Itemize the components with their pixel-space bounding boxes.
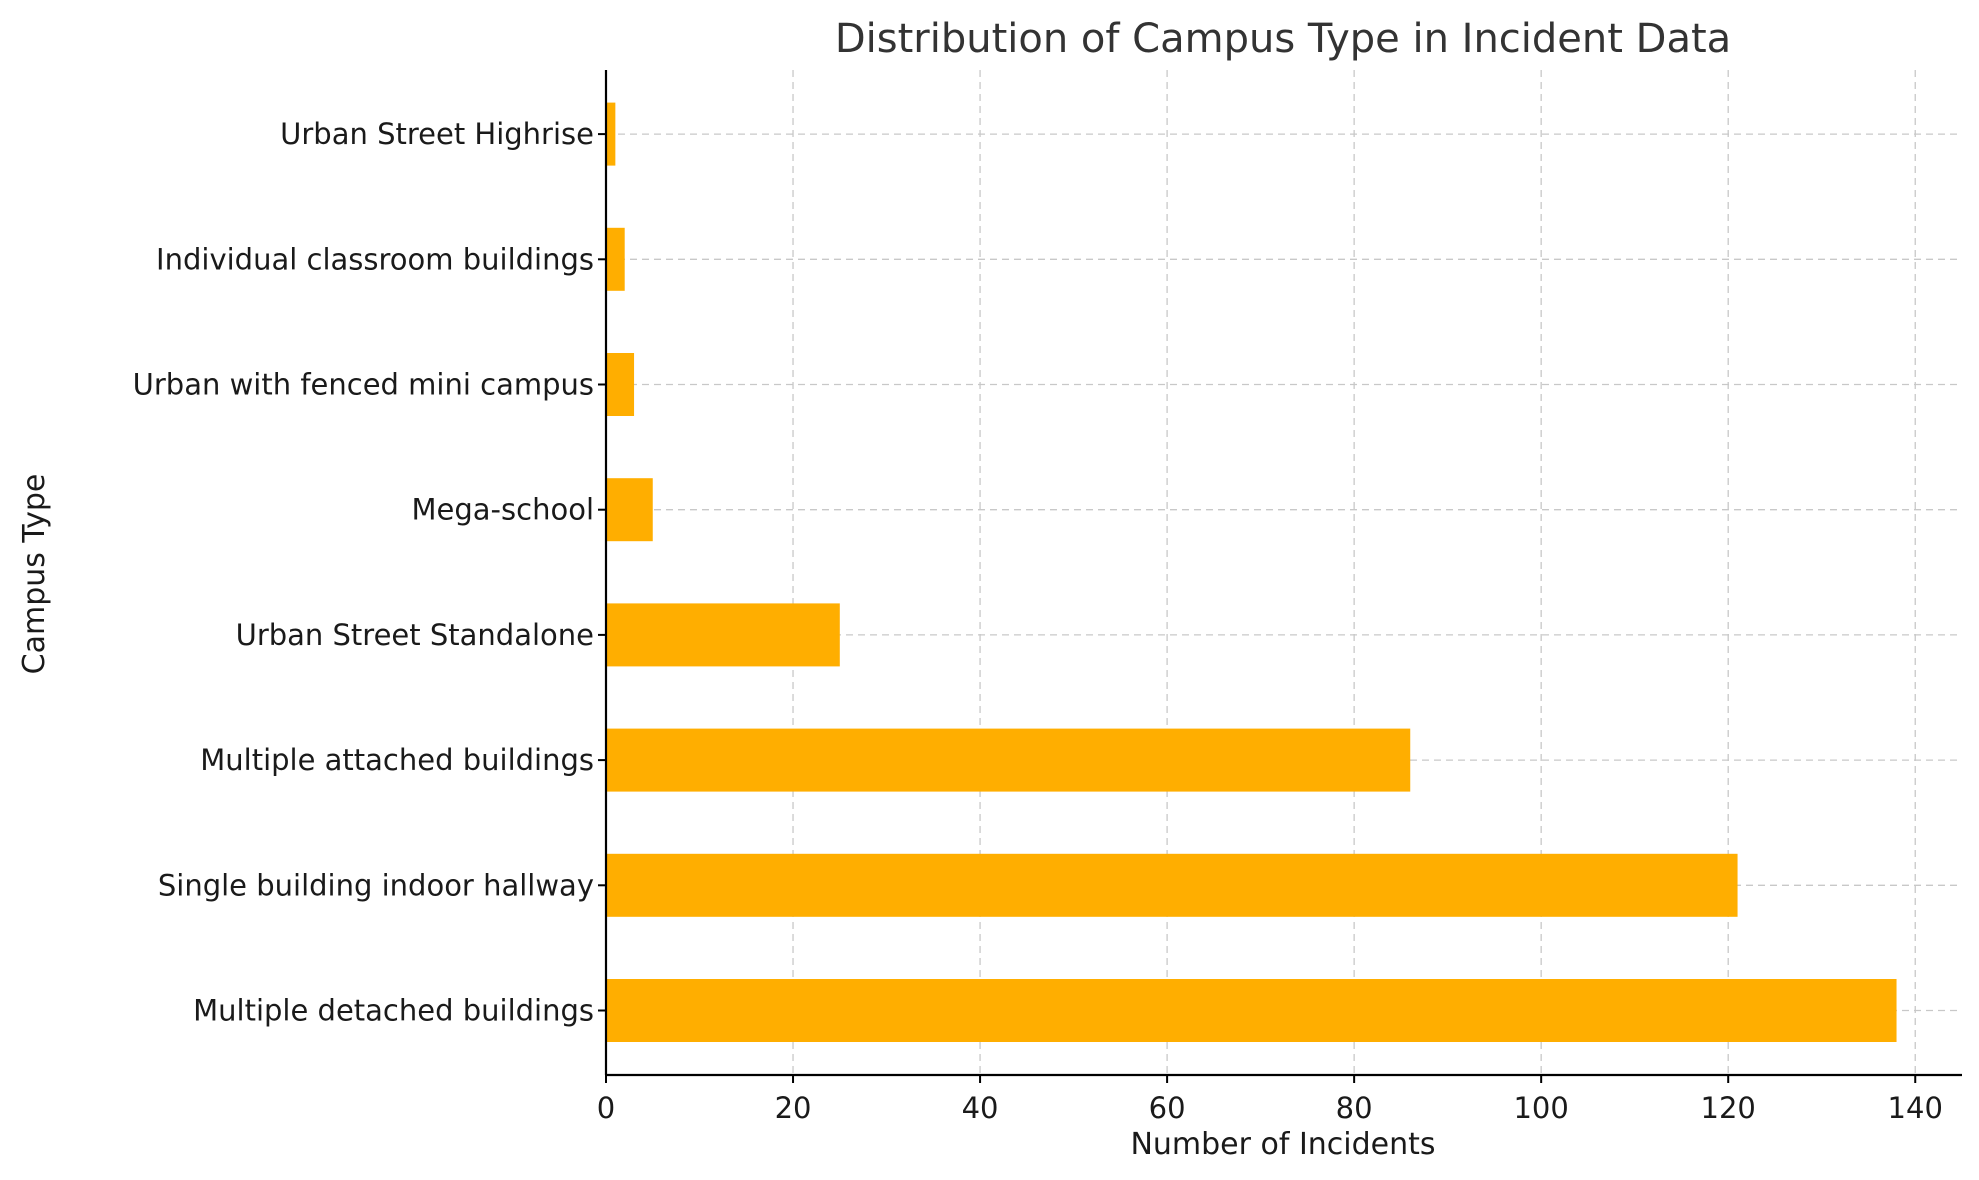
- x-tick-label: 140: [1888, 1091, 1943, 1125]
- y-tick-label: Urban Street Highrise: [280, 117, 594, 151]
- bar: [606, 728, 1411, 792]
- bar: [606, 353, 635, 416]
- tick-labels: 0 20 40 60 80 100 120 140 Multiple detached buil…: [133, 117, 1943, 1125]
- x-axis-label: Number of Incidents: [1130, 1127, 1435, 1162]
- chart-title: Distribution of Campus Type in Incident …: [835, 16, 1731, 62]
- grid: [605, 70, 1962, 1075]
- y-tick-label: Individual classroom buildings: [156, 242, 594, 276]
- y-tick-label: Single building indoor hallway: [158, 868, 594, 902]
- y-tick-label: Multiple detached buildings: [193, 994, 594, 1028]
- y-tick-label: Mega-school: [412, 493, 594, 527]
- axes: [598, 70, 1962, 1083]
- x-tick-label: 60: [1149, 1091, 1186, 1125]
- x-tick-label: 120: [1701, 1091, 1756, 1125]
- bar: [606, 227, 625, 291]
- y-tick-label: Urban Street Standalone: [236, 618, 594, 652]
- x-tick-label: 100: [1513, 1091, 1568, 1125]
- y-axis-label: Campus Type: [17, 474, 52, 675]
- x-tick-label: 20: [775, 1091, 812, 1125]
- bar: [606, 603, 840, 667]
- bars: [606, 102, 1897, 1042]
- y-tick-label: Multiple attached buildings: [200, 743, 594, 777]
- x-tick-label: 80: [1336, 1091, 1373, 1125]
- bar: [606, 478, 653, 542]
- x-tick-label: 40: [962, 1091, 999, 1125]
- bar: [606, 102, 616, 166]
- bar: [606, 979, 1897, 1042]
- bar: [606, 853, 1738, 917]
- y-tick-label: Urban with fenced mini campus: [133, 368, 594, 402]
- x-tick-label: 0: [597, 1091, 615, 1125]
